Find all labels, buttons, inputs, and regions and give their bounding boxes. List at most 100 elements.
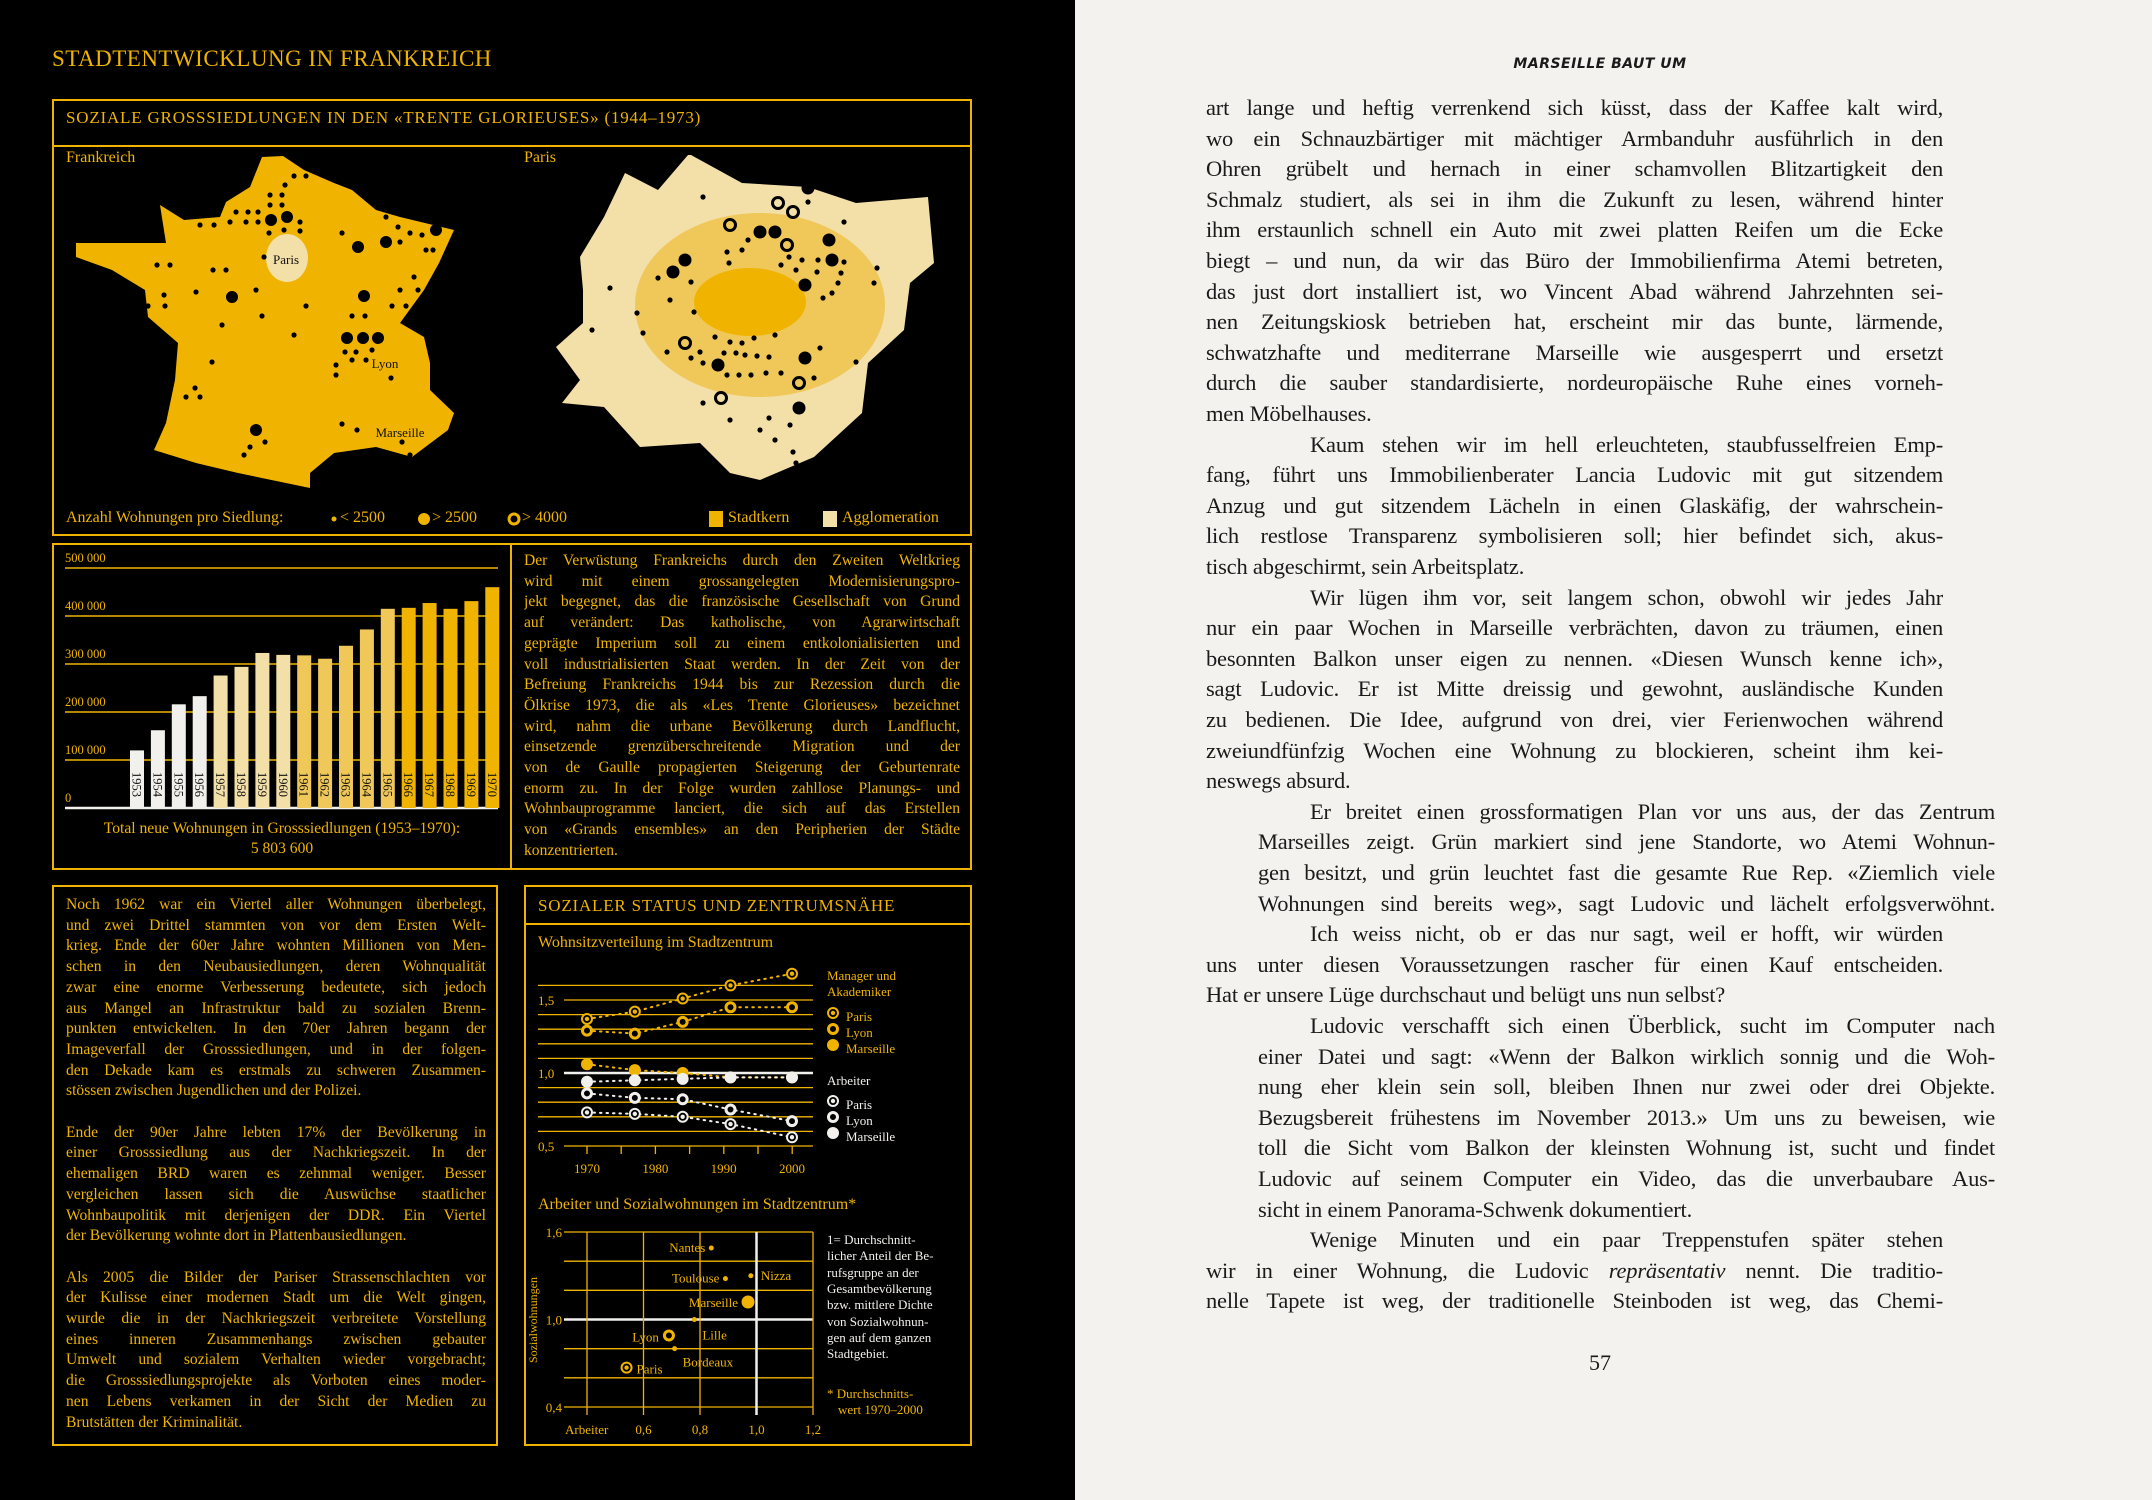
legend-agglomeration-swatch (823, 511, 837, 527)
bar-year-label: 1965 (380, 772, 394, 797)
bar-1968 (443, 608, 458, 808)
body-line: Kaum stehen wir im hell erleuchteten, st… (1310, 431, 1943, 457)
history-line: vergleichen lassen sich die Auswüchse st… (66, 1185, 486, 1203)
settlement-dot (805, 199, 811, 205)
settlement-dot-large (711, 358, 725, 372)
history-line: punkten entwickelten. In den 70er Jahren… (66, 1020, 486, 1038)
footnote-line: * Durchschnitts- (827, 1386, 914, 1401)
data-point (581, 1075, 593, 1088)
italic-text: repräsentativ (1608, 1257, 1726, 1283)
settlement-dot (227, 219, 233, 225)
data-point (581, 1024, 593, 1037)
intro-line: einsetzende grenzüberschreitende Migrati… (524, 738, 960, 756)
legend-stadtkern: Stadtkern (728, 509, 790, 526)
y-tick-label: 300 000 (65, 647, 106, 661)
settlement-dot (721, 350, 727, 356)
settlement-dot (247, 444, 253, 450)
france-map-label: Frankreich (66, 149, 136, 166)
history-line: der Bevölkerung wohnte dort in Plattenba… (66, 1227, 407, 1245)
bar-1964 (359, 629, 374, 808)
status-box (524, 885, 972, 1446)
right-page-text: MARSEILLE BAUT UM art lange und heftig v… (1075, 0, 2152, 1500)
status-charts: 0,5 1,0 1,5 1970 1980 1990 2000 0,4 1,0 1,6 0,6 0,8… (526, 967, 839, 1437)
settlement-dot (664, 349, 670, 355)
body-line: Wohnungen sind bereits weg», sagt Ludovi… (1258, 890, 1995, 916)
history-line: ehemaligen BRD waren es zehnmal weniger.… (66, 1165, 486, 1183)
settlement-dot (640, 330, 646, 336)
history-line: die Grosssiedlungsprojekte als Vorboten … (66, 1372, 486, 1390)
history-line: eines inneren Zusammenhangs zwischen geb… (66, 1330, 486, 1348)
data-point (628, 1074, 641, 1087)
intro-line: jekt begegnet, das die französische Gese… (524, 593, 960, 611)
legend-group-manager: Akademiker (827, 984, 892, 999)
legend-marker-icon (827, 1111, 839, 1123)
settlement-dot (745, 237, 751, 243)
legend-marker-icon (827, 1039, 839, 1051)
data-point-center (632, 1009, 638, 1014)
data-point-center (789, 971, 795, 976)
bar-year-label: 1962 (318, 772, 332, 797)
legend-city: Paris (846, 1009, 872, 1024)
body-line: ihm erstaunlich schnell ein Auto mit zwe… (1206, 217, 1943, 243)
settlement-dot (241, 452, 247, 458)
settlement-dot-large (357, 332, 369, 344)
body-line: tisch abgeschirmt, sein Arbeitsplatz. (1206, 554, 1525, 579)
intro-line: konzentrierten. (524, 841, 618, 859)
settlement-dot (700, 360, 706, 366)
settlement-dot (255, 209, 261, 215)
settlement-dot (841, 259, 847, 265)
paris-stadtkern (694, 268, 806, 336)
intro-line: enorm zu. In der Folge wurden zahllose P… (524, 779, 960, 797)
bar-1965 (380, 608, 395, 808)
settlement-ring (723, 218, 737, 232)
settlement-dot (799, 257, 805, 263)
settlement-dot (688, 279, 694, 285)
settlement-dot (162, 303, 168, 309)
settlement-ring (771, 196, 785, 210)
intro-line: voll industrialisierten Staat werden. In… (524, 655, 960, 673)
intro-line: wird, nahm die urbane Bevölkerung durch … (524, 717, 960, 735)
settlement-dot (871, 280, 877, 286)
history-line: einer Grosssiedlung aus der Nachkriegsze… (66, 1144, 486, 1162)
legend-group-manager: Manager und (827, 968, 896, 983)
settlement-dot (778, 370, 784, 376)
settlement-dot (145, 303, 151, 309)
settlement-dot (853, 359, 859, 365)
settlement-dot (219, 322, 225, 328)
body-line: Schmalz studiert, als sei in ihm die Zuk… (1206, 186, 1943, 212)
settlement-dot (253, 287, 259, 293)
settlement-dot-large (341, 332, 353, 344)
body-line: men Möbelhauses. (1206, 401, 1372, 426)
settlement-dot-large (768, 225, 782, 239)
data-point-center (632, 1111, 638, 1117)
body-line: das just dort installiert ist, wo Vincen… (1206, 278, 1943, 304)
bar-1963 (339, 645, 353, 808)
body-line: Wir lügen ihm vor, seit langem schon, ob… (1310, 584, 1943, 610)
settlement-dot (233, 209, 239, 215)
body-line: toll die Sicht vom Balkon der kleinsten … (1258, 1135, 1995, 1161)
series-line (586, 1111, 793, 1139)
settlement-dot (267, 192, 273, 198)
point-label: Bordeaux (683, 1355, 734, 1370)
note-line: von Sozialwohnun- (827, 1313, 929, 1329)
settlement-dot-large (666, 265, 680, 279)
settlement-dot (282, 182, 288, 188)
legend-marker-icon-center (830, 1010, 836, 1016)
settlement-dot (388, 375, 394, 381)
intro-line: Wohnbauprogramme lanciert, die sich auf … (524, 800, 960, 818)
x-tick-label: 1,2 (805, 1422, 821, 1437)
settlement-dot (726, 260, 732, 266)
bar-year-label: 1966 (401, 772, 415, 797)
settlement-dot (211, 222, 217, 228)
settlement-dot (739, 247, 745, 253)
scatter-point (748, 1273, 754, 1279)
body-line: gen besitzt, und grün leuchtet fast die … (1258, 860, 1995, 885)
settlement-dot (407, 452, 413, 458)
bar-year-label: 1957 (213, 772, 227, 797)
settlement-dot (700, 194, 706, 200)
data-point (786, 1001, 798, 1014)
settlement-dot (297, 228, 303, 234)
settlement-dot-large (801, 181, 815, 195)
settlement-dot (727, 417, 733, 423)
point-label: Nantes (669, 1240, 705, 1255)
